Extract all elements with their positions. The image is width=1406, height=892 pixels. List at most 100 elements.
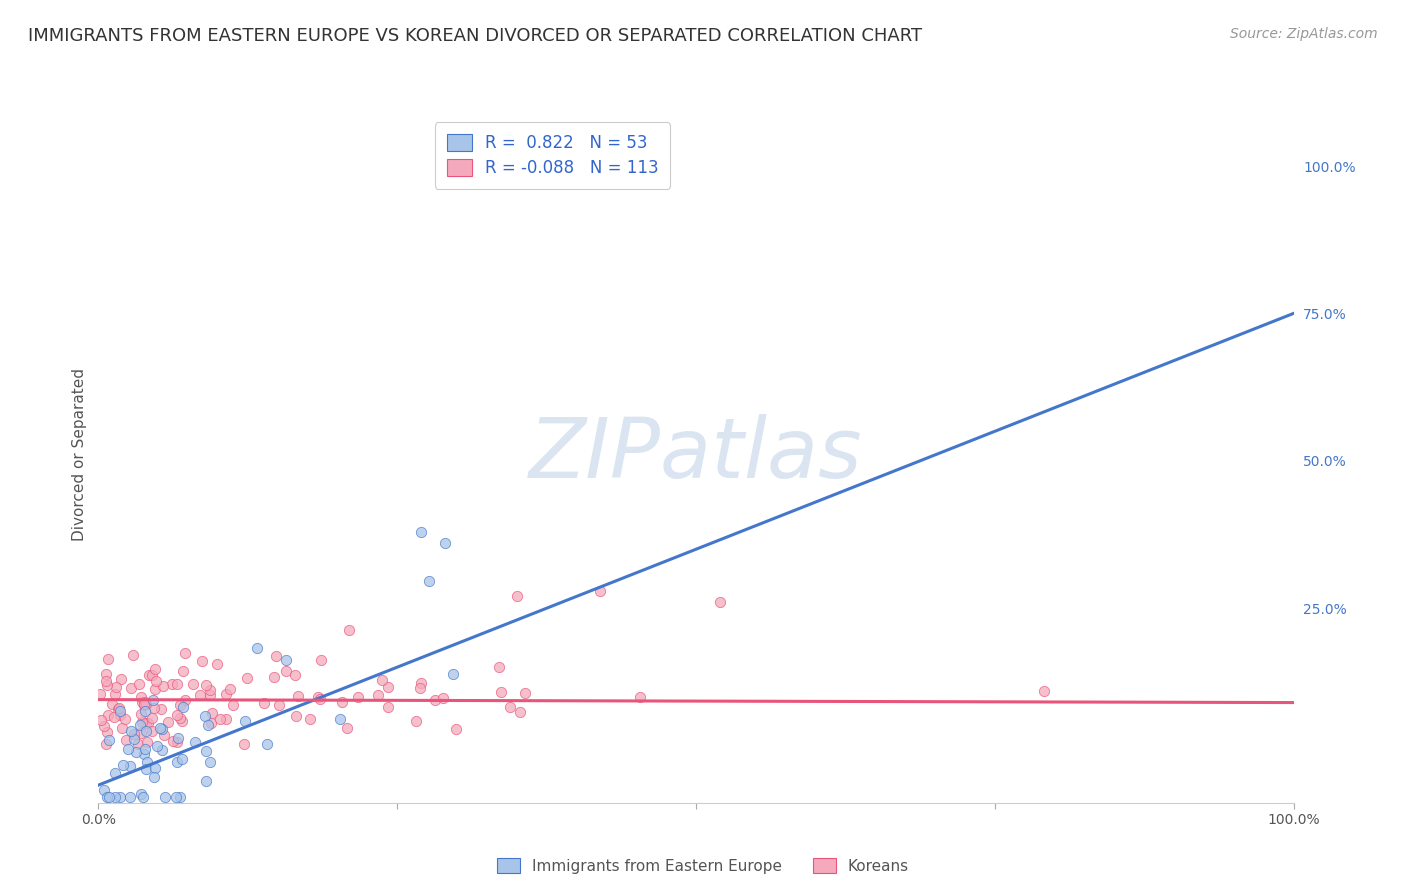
Point [506, 590, 529, 604]
Point [142, 770, 165, 784]
Point [172, 700, 194, 714]
Point [491, 685, 513, 699]
Point [143, 761, 166, 775]
Point [114, 712, 136, 726]
Text: IMMIGRANTS FROM EASTERN EUROPE VS KOREAN DIVORCED OR SEPARATED CORRELATION CHART: IMMIGRANTS FROM EASTERN EUROPE VS KOREAN… [28, 27, 922, 45]
Point [169, 710, 191, 724]
Point [274, 664, 297, 678]
Point [94, 737, 117, 751]
Point [97, 789, 120, 804]
Point [515, 686, 537, 700]
Point [169, 698, 191, 712]
Point [709, 595, 731, 609]
Point [138, 668, 160, 682]
Point [287, 690, 309, 704]
Point [170, 751, 193, 765]
Point [108, 789, 131, 804]
Point [246, 640, 269, 655]
Point [122, 731, 145, 746]
Legend: R =  0.822   N = 53, R = -0.088   N = 113: R = 0.822 N = 53, R = -0.088 N = 113 [434, 122, 671, 189]
Point [329, 713, 352, 727]
Point [405, 714, 427, 729]
Point [131, 715, 153, 730]
Point [132, 789, 155, 804]
Point [149, 721, 172, 735]
Point [160, 677, 183, 691]
Point [166, 731, 188, 746]
Point [222, 698, 245, 713]
Point [377, 680, 399, 694]
Point [134, 698, 156, 712]
Point [141, 711, 163, 725]
Point [252, 696, 274, 710]
Point [131, 706, 153, 721]
Point [215, 687, 238, 701]
Point [125, 745, 148, 759]
Point [96, 673, 118, 688]
Point [122, 727, 145, 741]
Point [97, 652, 120, 666]
Point [150, 723, 173, 737]
Point [309, 652, 332, 666]
Point [336, 722, 359, 736]
Point [169, 789, 191, 804]
Point [141, 667, 163, 681]
Point [191, 654, 214, 668]
Point [108, 704, 131, 718]
Point [157, 714, 180, 729]
Point [127, 737, 149, 751]
Point [141, 723, 163, 738]
Point [135, 762, 157, 776]
Point [135, 715, 157, 730]
Point [441, 666, 464, 681]
Point [188, 688, 211, 702]
Point [173, 693, 195, 707]
Point [267, 698, 290, 713]
Point [111, 721, 134, 735]
Legend: Immigrants from Eastern Europe, Koreans: Immigrants from Eastern Europe, Koreans [491, 852, 915, 880]
Point [371, 673, 394, 688]
Point [155, 789, 177, 804]
Point [142, 693, 165, 707]
Point [166, 677, 188, 691]
Point [131, 695, 153, 709]
Point [120, 681, 142, 695]
Point [134, 747, 156, 761]
Point [128, 677, 150, 691]
Point [194, 709, 217, 723]
Point [145, 739, 167, 753]
Point [411, 524, 433, 539]
Point [432, 691, 454, 706]
Point [174, 646, 197, 660]
Point [423, 693, 446, 707]
Point [89, 687, 111, 701]
Point [135, 697, 157, 711]
Y-axis label: Divorced or Separated: Divorced or Separated [72, 368, 87, 541]
Point [103, 710, 125, 724]
Point [307, 690, 329, 704]
Point [98, 733, 121, 747]
Point [134, 697, 156, 711]
Point [107, 702, 129, 716]
Point [149, 702, 172, 716]
Point [200, 682, 222, 697]
Point [142, 700, 165, 714]
Point [96, 789, 118, 804]
Point [172, 664, 194, 678]
Point [118, 789, 141, 804]
Point [129, 787, 152, 801]
Text: Source: ZipAtlas.com: Source: ZipAtlas.com [1230, 27, 1378, 41]
Point [100, 697, 122, 711]
Point [108, 701, 131, 715]
Point [135, 755, 157, 769]
Point [233, 714, 256, 729]
Point [122, 648, 145, 663]
Point [152, 679, 174, 693]
Point [194, 678, 217, 692]
Point [136, 735, 159, 749]
Point [120, 724, 142, 739]
Point [298, 712, 321, 726]
Point [330, 695, 353, 709]
Point [589, 583, 612, 598]
Point [115, 733, 138, 747]
